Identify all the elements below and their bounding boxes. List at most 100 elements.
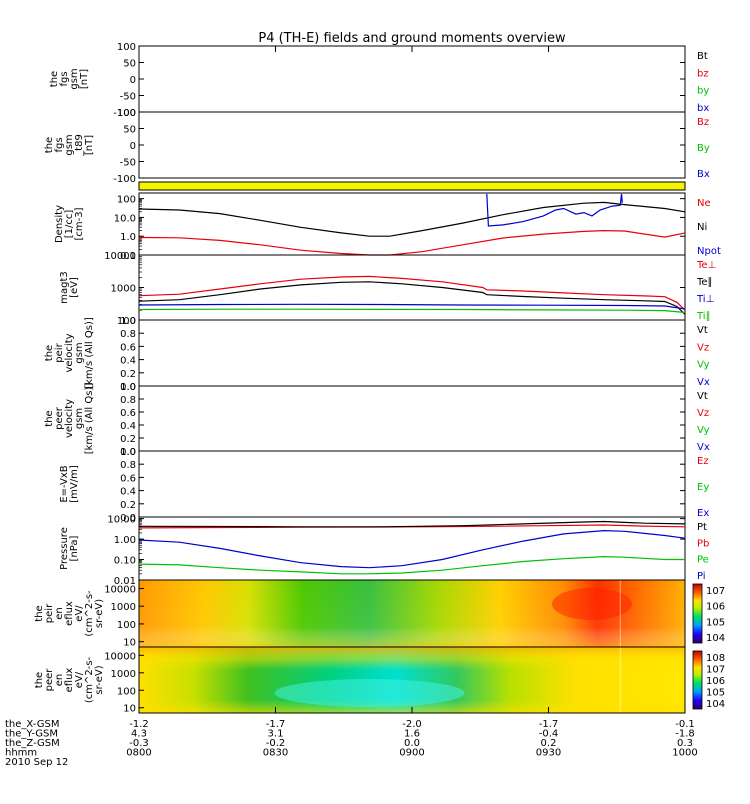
legend-bx: bx bbox=[697, 103, 709, 114]
y-tick-label: 1.0 bbox=[120, 232, 136, 243]
x-row-value: -0.3 bbox=[129, 738, 149, 749]
y-tick-label: 10000 bbox=[104, 584, 136, 595]
y-axis-label: [1/cc] bbox=[64, 210, 75, 239]
panel-fgs_gsm: 100 50 0 -50 -100 Bt bz by bx the fgs gsm [nT] bbox=[49, 42, 709, 119]
y-axis-label: Pressure bbox=[59, 527, 70, 570]
y-axis-label: the bbox=[49, 71, 60, 87]
panel-frame bbox=[138, 45, 686, 113]
y-tick-label: 1000 bbox=[111, 669, 136, 680]
y-tick-label: 100 bbox=[117, 42, 136, 53]
x-row-value: -1.7 bbox=[539, 719, 559, 730]
y-axis-label: eflux bbox=[64, 601, 75, 626]
y-tick-label: 0.6 bbox=[120, 342, 136, 353]
x-row-value: 4.3 bbox=[131, 729, 147, 740]
y-tick-label: 0.8 bbox=[120, 395, 136, 406]
legend-Bz: Bz bbox=[697, 117, 709, 128]
y-axis-label: [nPa] bbox=[69, 535, 80, 561]
y-tick-label: 10.00 bbox=[107, 515, 136, 526]
x-row-value: 0.3 bbox=[677, 738, 693, 749]
y-tick-label: 100 bbox=[117, 195, 136, 206]
x-row-value: 0900 bbox=[399, 748, 424, 759]
series-Te∥ bbox=[138, 281, 686, 315]
panel-frame bbox=[138, 450, 686, 518]
series-Ti⊥ bbox=[138, 303, 686, 310]
legend-Ez: Ez bbox=[697, 456, 709, 467]
y-axis-label: the bbox=[44, 410, 55, 426]
y-tick-label: 10 bbox=[123, 704, 136, 715]
legend-Pi: Pi bbox=[697, 571, 706, 582]
x-row-label: hhmm bbox=[5, 748, 37, 759]
panel-frame bbox=[138, 111, 686, 179]
x-row-value: -1.8 bbox=[675, 729, 695, 740]
y-tick-label: 100 bbox=[117, 686, 136, 697]
x-row-value: 1000 bbox=[672, 748, 697, 759]
y-tick-label: 10000 bbox=[104, 651, 136, 662]
y-axis-label: eV/ bbox=[74, 671, 85, 688]
y-axis-label: E=-VxB bbox=[59, 465, 70, 502]
panel-frame bbox=[138, 319, 686, 387]
y-axis-label: fgs bbox=[59, 71, 70, 86]
series-Ne bbox=[138, 229, 686, 256]
y-tick-label: 0.10 bbox=[114, 556, 136, 567]
colorbar-label: 106 bbox=[706, 602, 725, 613]
y-tick-label: 1.0 bbox=[120, 316, 136, 327]
y-axis-label: magt3 bbox=[59, 271, 70, 304]
y-axis-label: velocity bbox=[64, 333, 75, 372]
legend-Pe: Pe bbox=[697, 555, 709, 566]
y-tick-label: 0.0 bbox=[120, 447, 136, 458]
legend-Npot: Npot bbox=[697, 246, 721, 257]
y-tick-label: -100 bbox=[113, 108, 136, 119]
legend-Vx: Vx bbox=[697, 377, 710, 388]
y-axis-label: [eV] bbox=[69, 277, 80, 298]
legend-Ti⊥: Ti⊥ bbox=[696, 294, 714, 305]
x-row-value: 0930 bbox=[536, 748, 561, 759]
mode-bar bbox=[138, 181, 686, 191]
series-Pi bbox=[138, 529, 686, 569]
y-tick-label: 100 bbox=[117, 108, 136, 119]
x-row-label: the_Y-GSM bbox=[5, 729, 58, 740]
legend-Ne: Ne bbox=[697, 198, 711, 209]
colorbar-label: 104 bbox=[706, 699, 725, 710]
panel-density: 100 10.0 1.0 0.1 Ne Ni Npot Density [1/cc] [cm-3] bbox=[54, 192, 721, 262]
y-tick-label: -100 bbox=[113, 174, 136, 185]
x-row-value: -0.2 bbox=[266, 738, 286, 749]
y-tick-label: 100 bbox=[117, 620, 136, 631]
x-row-value: -0.4 bbox=[539, 729, 559, 740]
panel-mode_bar bbox=[138, 181, 686, 191]
y-tick-label: 0.4 bbox=[120, 487, 136, 498]
series-Ni bbox=[138, 201, 686, 237]
legend-Bt: Bt bbox=[697, 51, 708, 62]
y-tick-label: 1.0 bbox=[120, 382, 136, 393]
y-tick-label: 0.0 bbox=[120, 513, 136, 524]
legend-bz: bz bbox=[697, 68, 709, 79]
y-axis-label: [km/s (All Qs)] bbox=[84, 317, 95, 389]
y-tick-label: 1000 bbox=[111, 602, 136, 613]
y-tick-label: 0.0 bbox=[120, 382, 136, 393]
y-tick-label: 10000 bbox=[104, 251, 136, 262]
y-tick-label: 100 bbox=[117, 316, 136, 327]
y-tick-label: 0.4 bbox=[120, 421, 136, 432]
x-row-value: 0830 bbox=[263, 748, 288, 759]
legend-Ni: Ni bbox=[697, 222, 707, 233]
x-row-value: -1.7 bbox=[266, 719, 286, 730]
y-axis-label: en bbox=[54, 674, 65, 687]
y-tick-label: 1000 bbox=[111, 284, 136, 295]
y-tick-label: 0 bbox=[130, 141, 136, 152]
legend-Vt: Vt bbox=[697, 325, 708, 336]
x-row-value: -1.2 bbox=[129, 719, 149, 730]
panel-peir_velocity: 1.0 0.8 0.6 0.4 0.2 0.0 Vt Vz Vy Vx the peir velocit… bbox=[44, 316, 710, 393]
y-tick-label: 0.8 bbox=[120, 329, 136, 340]
legend-Bx: Bx bbox=[697, 169, 710, 180]
panel-pressure: 10.00 1.00 0.10 0.01 Pt Pb Pe Pi Pressure [nPa] bbox=[59, 515, 709, 587]
y-axis-label: [mV/m] bbox=[69, 465, 80, 503]
spectrogram-core bbox=[274, 679, 465, 707]
series-Pe bbox=[138, 555, 685, 575]
colorbar-label: 107 bbox=[706, 586, 725, 597]
y-axis-label: the bbox=[34, 605, 45, 621]
colorbar bbox=[692, 583, 703, 644]
legend-Vz: Vz bbox=[697, 342, 709, 353]
y-axis-label: gsm bbox=[64, 134, 75, 155]
legend-by: by bbox=[697, 86, 709, 97]
colorbar-label: 106 bbox=[706, 676, 725, 687]
